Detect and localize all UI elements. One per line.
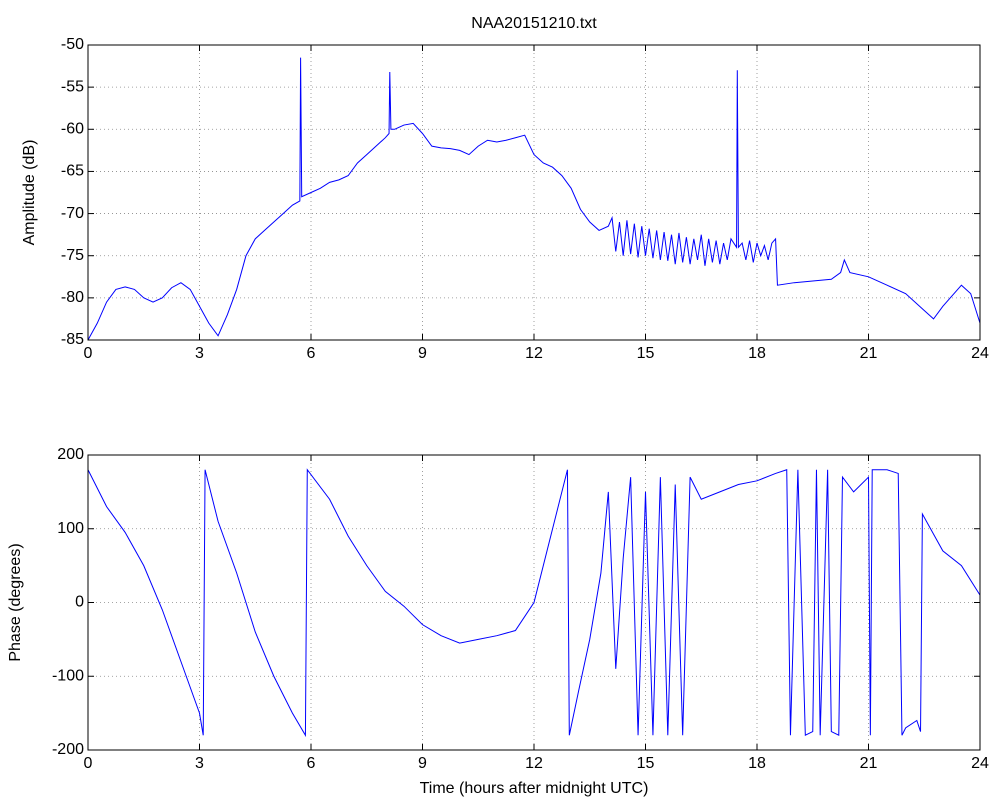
x-tick-label: 0 xyxy=(84,755,93,772)
x-tick-label: 18 xyxy=(748,345,766,362)
y-tick-label: -55 xyxy=(61,78,84,95)
data-line xyxy=(87,57,981,341)
x-tick-label: 3 xyxy=(195,755,204,772)
y-tick-label: -100 xyxy=(52,667,84,684)
x-tick-label: 0 xyxy=(84,345,93,362)
x-tick-label: 24 xyxy=(971,755,989,772)
x-tick-label: 21 xyxy=(860,755,878,772)
x-tick-label: 12 xyxy=(525,755,543,772)
x-tick-label: 15 xyxy=(637,345,655,362)
y-tick-label: -85 xyxy=(61,331,84,348)
axes-frame xyxy=(87,44,981,341)
x-tick-label: 18 xyxy=(748,755,766,772)
y-axis-label: Amplitude (dB) xyxy=(21,140,38,246)
x-tick-label: 9 xyxy=(418,755,427,772)
data-line xyxy=(87,468,981,738)
y-tick-label: -75 xyxy=(61,247,84,264)
x-tick-label: 21 xyxy=(860,345,878,362)
x-tick-label: 6 xyxy=(307,345,316,362)
y-tick-label: -60 xyxy=(61,121,84,138)
x-tick-label: 12 xyxy=(525,345,543,362)
y-tick-label: 100 xyxy=(57,520,84,537)
x-axis-label: Time (hours after midnight UTC) xyxy=(420,780,649,797)
y-tick-label: -70 xyxy=(61,205,84,222)
y-tick-label: -65 xyxy=(61,163,84,180)
x-tick-label: 15 xyxy=(637,755,655,772)
x-tick-label: 3 xyxy=(195,345,204,362)
chart-title: NAA20151210.txt xyxy=(471,15,597,32)
x-tick-label: 9 xyxy=(418,345,427,362)
y-tick-label: 0 xyxy=(75,594,84,611)
x-tick-label: 6 xyxy=(307,755,316,772)
y-tick-label: -50 xyxy=(61,36,84,53)
y-tick-label: -200 xyxy=(52,741,84,758)
y-tick-label: 200 xyxy=(57,446,84,463)
y-tick-label: -80 xyxy=(61,289,84,306)
axes-frame xyxy=(87,454,981,751)
x-tick-label: 24 xyxy=(971,345,989,362)
y-axis-label: Phase (degrees) xyxy=(7,543,24,661)
